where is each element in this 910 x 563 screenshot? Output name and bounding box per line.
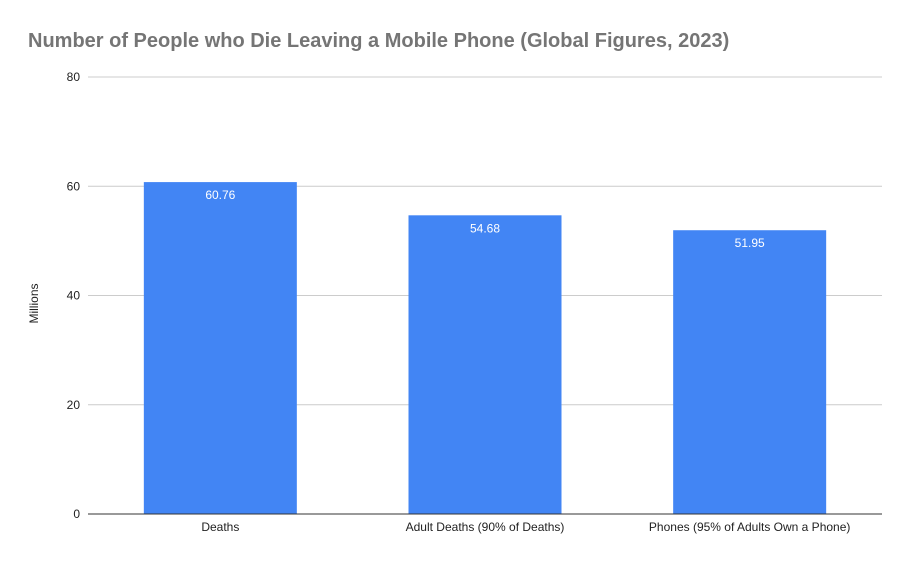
x-tick-label: Deaths xyxy=(201,520,239,534)
chart-title: Number of People who Die Leaving a Mobil… xyxy=(28,30,730,52)
x-tick-label: Phones (95% of Adults Own a Phone) xyxy=(649,520,850,534)
bar-data-label: 60.76 xyxy=(205,188,235,202)
y-tick-label: 20 xyxy=(67,398,81,412)
y-tick-label: 60 xyxy=(67,179,81,193)
bar xyxy=(143,182,297,514)
bars: 60.76 54.68 51.95 xyxy=(143,182,827,515)
x-tick-label: Adult Deaths (90% of Deaths) xyxy=(406,520,565,534)
y-axis-label: Millions xyxy=(27,283,41,323)
bar xyxy=(408,215,562,515)
bar-data-label: 54.68 xyxy=(470,221,500,235)
y-axis-ticks: 0 20 40 60 80 xyxy=(67,70,81,521)
bar xyxy=(673,230,827,514)
bar-data-label: 51.95 xyxy=(735,236,765,250)
y-tick-label: 40 xyxy=(67,289,81,303)
y-tick-label: 80 xyxy=(67,70,81,84)
y-tick-label: 0 xyxy=(73,507,80,521)
x-axis-ticks: Deaths Adult Deaths (90% of Deaths) Phones… xyxy=(201,520,850,534)
